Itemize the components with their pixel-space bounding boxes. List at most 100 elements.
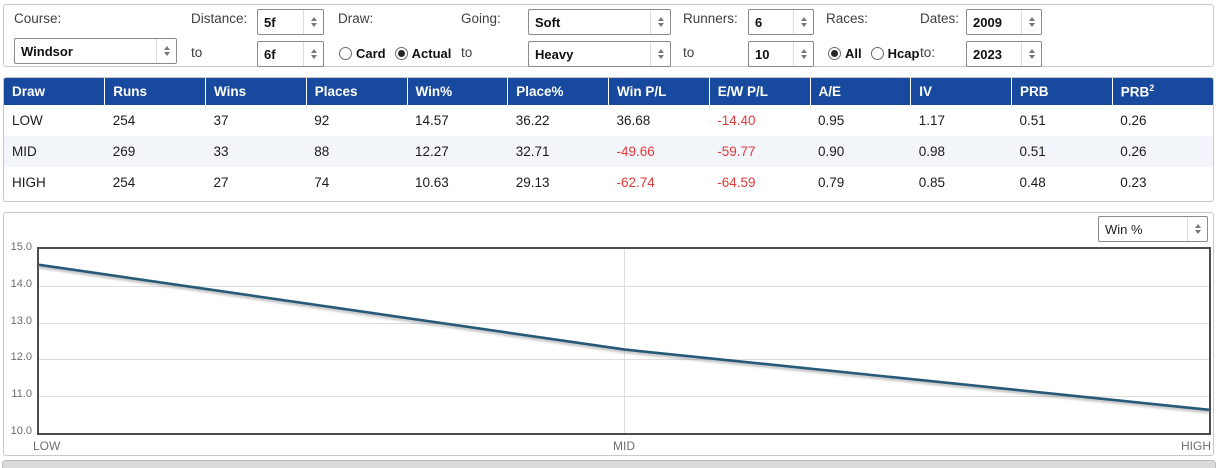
col-ewpl: E/W P/L (708, 78, 810, 105)
col-prb2: PRB2 (1111, 78, 1213, 105)
spinner-icon[interactable] (1021, 10, 1041, 34)
table-row-mid[interactable]: MID 269 33 88 12.27 32.71 -49.66 -59.77 … (4, 136, 1213, 167)
table-row-low[interactable]: LOW 254 37 92 14.57 36.22 36.68 -14.40 0… (4, 105, 1213, 136)
col-draw: Draw (4, 78, 105, 105)
spinner-down-icon[interactable] (800, 23, 807, 27)
going-label: Going: (461, 11, 501, 26)
win-pct-line-chart (37, 247, 1211, 435)
spinner-down-icon[interactable] (163, 52, 170, 56)
spinner-icon[interactable] (793, 10, 813, 34)
win-pct-series-line (38, 263, 1210, 412)
cell-prb2: 0.26 (1120, 144, 1147, 159)
spinner-icon[interactable] (650, 10, 670, 34)
y-axis-tick-label: 13.0 (10, 314, 32, 327)
spinner-down-icon[interactable] (1194, 230, 1201, 234)
dates-label: Dates: (920, 11, 960, 26)
draw-actual-radio-label[interactable]: Actual (411, 46, 452, 61)
cell-ae: 0.79 (818, 175, 845, 190)
going-from-value: Soft (535, 14, 561, 30)
spinner-up-icon[interactable] (1028, 49, 1035, 53)
col-prb2-text: PRB (1120, 84, 1150, 100)
spinner-icon[interactable] (1021, 42, 1041, 66)
runners-label: Runners: (683, 11, 738, 26)
races-radio-group: All Hcap (828, 46, 928, 61)
spinner-down-icon[interactable] (1028, 55, 1035, 59)
races-hcap-radio-label[interactable]: Hcap (887, 46, 920, 61)
spinner-down-icon[interactable] (657, 23, 664, 27)
cell-wins: 37 (213, 113, 229, 128)
spinner-icon[interactable] (1187, 217, 1207, 241)
spinner-icon[interactable] (793, 42, 813, 66)
cell-draw: HIGH (12, 175, 46, 190)
dates-to-input[interactable]: 2023 (966, 41, 1042, 67)
spinner-icon[interactable] (303, 10, 323, 34)
cell-winpct: 12.27 (415, 144, 449, 159)
distance-to-input[interactable]: 6f (257, 41, 324, 67)
runners-to-input[interactable]: 10 (748, 41, 814, 67)
distance-from-input[interactable]: 5f (257, 9, 324, 35)
x-axis-labels: LOW MID HIGH (33, 439, 1211, 455)
cell-winpl: -49.66 (616, 144, 655, 159)
spinner-icon[interactable] (650, 42, 670, 66)
draw-actual-radio[interactable] (394, 47, 408, 60)
chart-metric-select[interactable]: Win % (1098, 216, 1208, 242)
races-hcap-radio[interactable] (870, 47, 884, 60)
draw-card-radio[interactable] (339, 47, 352, 60)
spinner-up-icon[interactable] (800, 49, 807, 53)
y-axis-tick-label: 14.0 (10, 277, 32, 290)
going-to-select[interactable]: Heavy (528, 41, 671, 67)
runners-to-label: to (683, 45, 695, 60)
x-axis-label-high: HIGH (1181, 439, 1211, 453)
spinner-icon[interactable] (303, 42, 323, 66)
draw-stats-table: Draw Runs Wins Places Win% Place% Win P/… (4, 78, 1213, 198)
cell-placepct: 32.71 (515, 144, 550, 159)
races-all-radio[interactable] (828, 47, 841, 60)
cell-runs: 254 (112, 113, 136, 128)
spinner-up-icon[interactable] (310, 49, 317, 53)
runners-from-input[interactable]: 6 (748, 9, 814, 35)
spinner-up-icon[interactable] (163, 46, 170, 50)
cell-ewpl: -59.77 (717, 144, 756, 159)
distance-to-label: to (191, 45, 203, 60)
spinner-down-icon[interactable] (657, 55, 664, 59)
chart-metric-value: Win % (1105, 221, 1143, 237)
runners-from-value: 6 (755, 14, 763, 30)
spinner-up-icon[interactable] (310, 17, 317, 21)
col-winpl: Win P/L (608, 78, 710, 105)
spinner-up-icon[interactable] (800, 17, 807, 21)
spinner-down-icon[interactable] (310, 23, 317, 27)
spinner-down-icon[interactable] (310, 55, 317, 59)
course-select[interactable]: Windsor (14, 38, 177, 64)
cell-winpl: -62.74 (616, 175, 655, 190)
draw-radio-group: Card Actual (339, 46, 460, 61)
cell-prb: 0.48 (1019, 175, 1046, 190)
col-winpct: Win% (406, 78, 508, 105)
table-header-row: Draw Runs Wins Places Win% Place% Win P/… (4, 78, 1213, 105)
draw-card-radio-label[interactable]: Card (356, 46, 386, 61)
spinner-down-icon[interactable] (1028, 23, 1035, 27)
cell-runs: 254 (112, 175, 136, 190)
y-axis-tick-label: 15.0 (10, 241, 32, 253)
spinner-up-icon[interactable] (1194, 224, 1201, 228)
cell-places: 92 (314, 113, 330, 128)
y-axis-tick-label: 12.0 (10, 351, 32, 364)
x-axis-label-low: LOW (33, 439, 61, 453)
cell-ewpl: -14.40 (717, 113, 756, 128)
draw-stats-table-panel: Draw Runs Wins Places Win% Place% Win P/… (3, 77, 1214, 202)
spinner-up-icon[interactable] (657, 49, 664, 53)
col-iv: IV (910, 78, 1012, 105)
x-axis-label-mid: MID (613, 439, 635, 453)
cell-iv: 0.85 (918, 175, 946, 190)
dates-from-input[interactable]: 2009 (966, 9, 1042, 35)
distance-to-value: 6f (264, 46, 276, 62)
cell-prb: 0.51 (1019, 144, 1046, 159)
spinner-up-icon[interactable] (1028, 17, 1035, 21)
races-all-radio-label[interactable]: All (845, 46, 862, 61)
y-axis-tick-label: 10.0 (10, 425, 32, 437)
table-row-high[interactable]: HIGH 254 27 74 10.63 29.13 -62.74 -64.59… (4, 167, 1213, 198)
spinner-down-icon[interactable] (800, 55, 807, 59)
spinner-up-icon[interactable] (657, 17, 664, 21)
going-from-select[interactable]: Soft (528, 9, 671, 35)
distance-label: Distance: (191, 11, 248, 26)
spinner-icon[interactable] (156, 39, 176, 63)
